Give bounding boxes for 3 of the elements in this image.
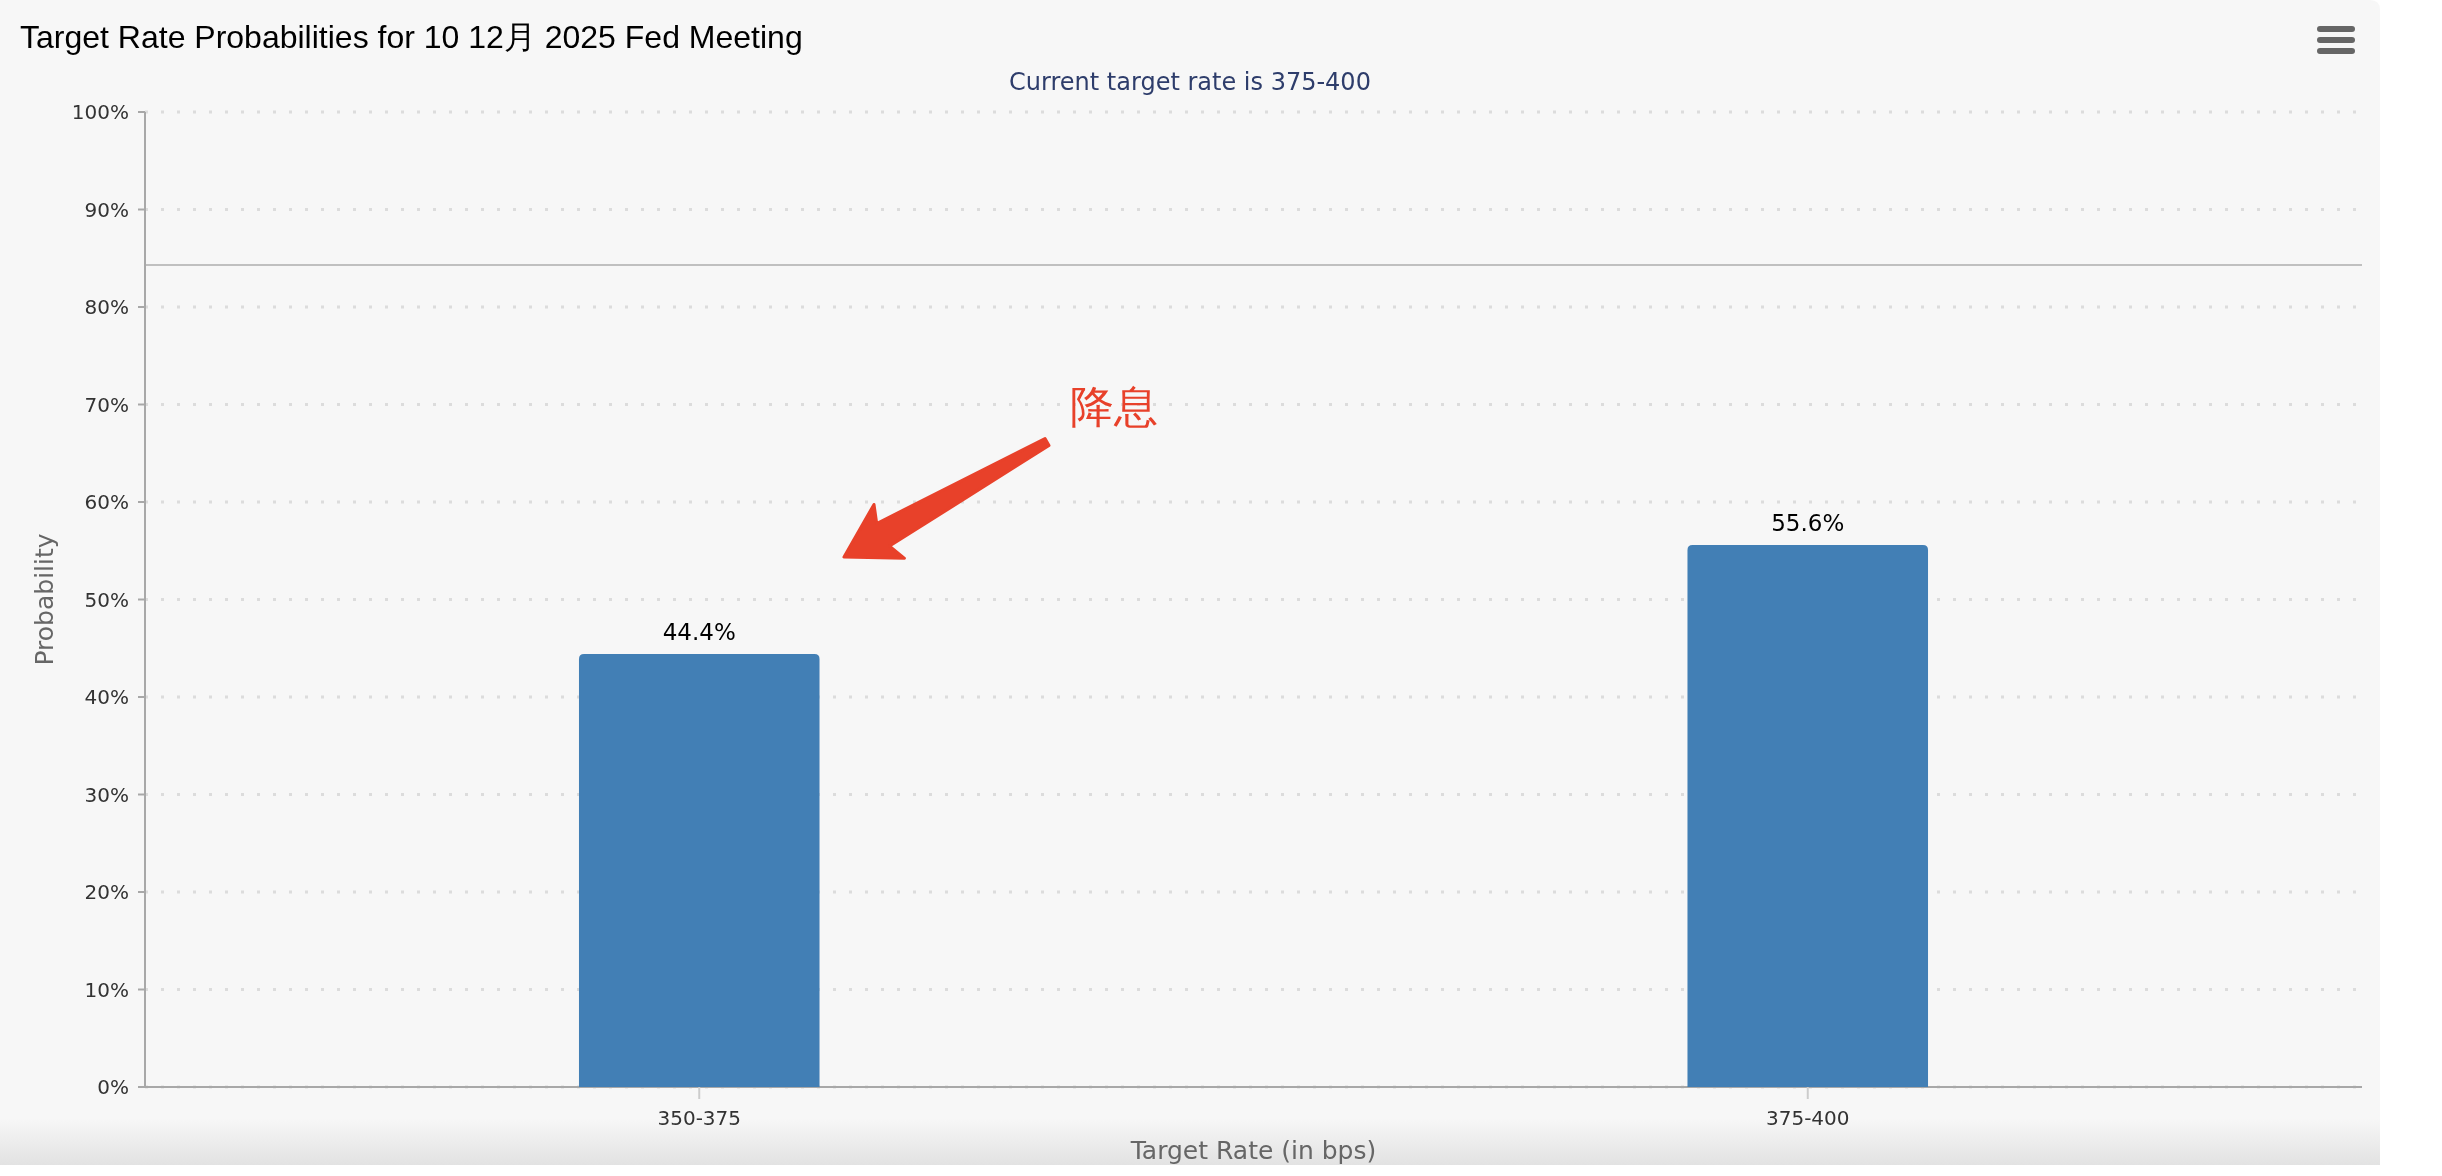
subtitle: Current target rate is 375-400 <box>1009 68 1371 96</box>
title: Target Rate Probabilities for 10 12月 2025 Fed Meeting <box>20 19 803 55</box>
annotation: 降息 <box>1070 380 1158 432</box>
